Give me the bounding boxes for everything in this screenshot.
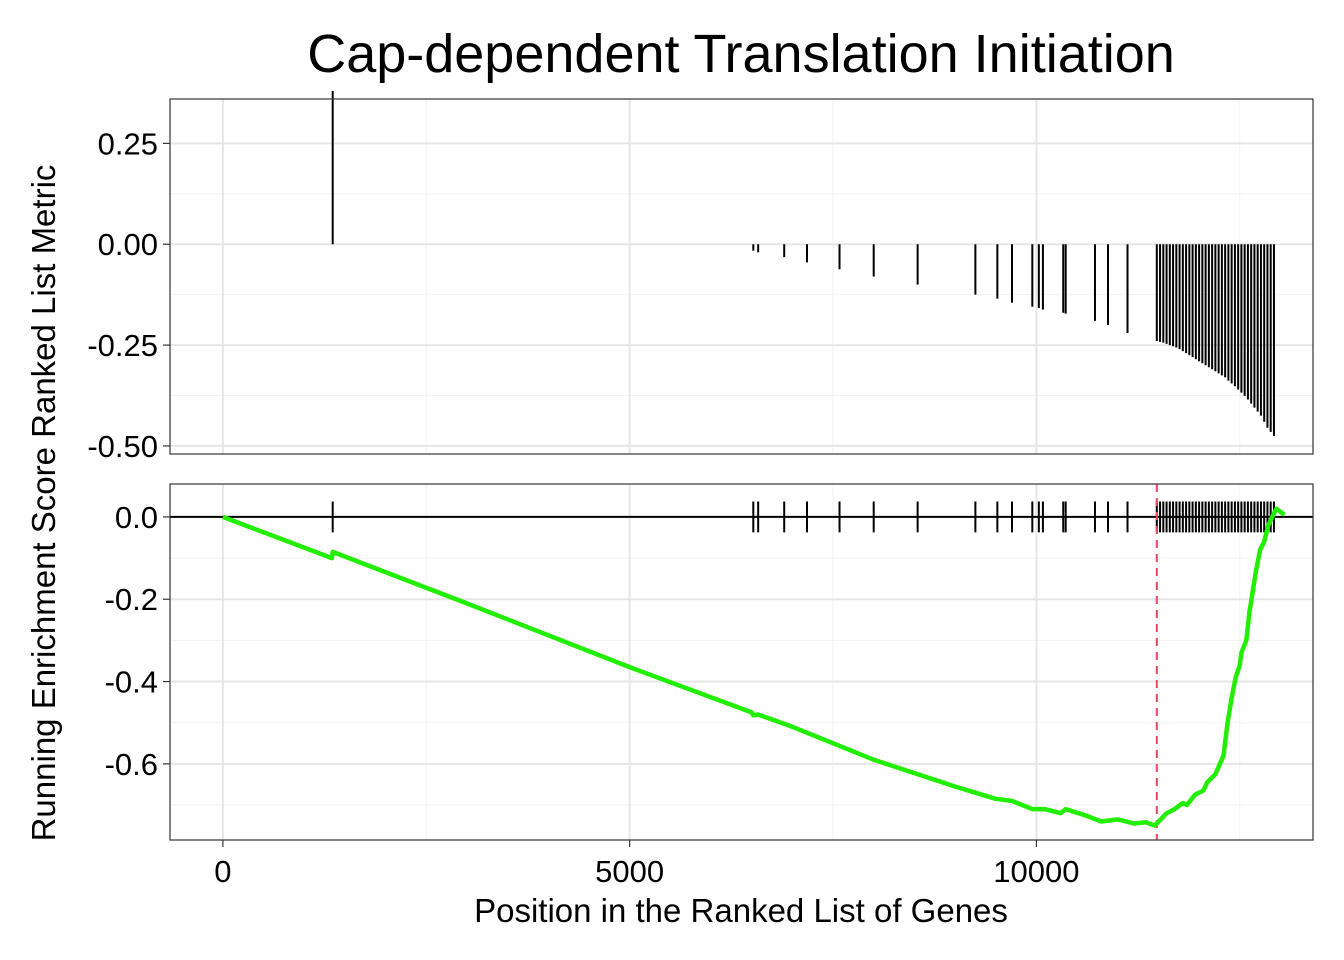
top-panel: 0.25 0.00 -0.25 -0.50 [87,90,1314,464]
running-es-curve [222,506,1286,828]
bottom-y-axis: 0.0 -0.2 -0.4 -0.6 [105,500,170,782]
running-es-curve-group [222,506,1286,828]
x-tick-label: 10000 [993,854,1079,889]
x-tick-label: 5000 [595,854,664,889]
chart-title: Cap-dependent Translation Initiation [307,24,1175,84]
y-tick-label: 0.0 [115,500,158,535]
y-tick-label: -0.6 [105,747,158,782]
ranked-metric-bars [331,90,1275,436]
y-tick-label: -0.25 [87,328,158,363]
y-tick-label: 0.00 [98,227,158,262]
bottom-panel-border [169,483,1314,841]
top-y-axis: 0.25 0.00 -0.25 -0.50 [87,126,170,464]
top-panel-border [169,98,1314,455]
y-tick-label: -0.4 [105,665,158,700]
x-axis-label: Position in the Ranked List of Genes [474,892,1008,929]
bottom-panel-grid [170,484,1313,840]
y-tick-label: -0.2 [105,582,158,617]
x-axis: 0 5000 10000 [214,840,1080,889]
y-tick-label: 0.25 [98,126,158,161]
x-tick-label: 0 [214,854,231,889]
bottom-panel: 0.0 -0.2 -0.4 -0.6 [105,483,1314,841]
y-tick-label: -0.50 [87,429,158,464]
top-panel-grid [170,99,1313,454]
y-axis-label: Running Enrichment Score Ranked List Met… [25,165,62,842]
